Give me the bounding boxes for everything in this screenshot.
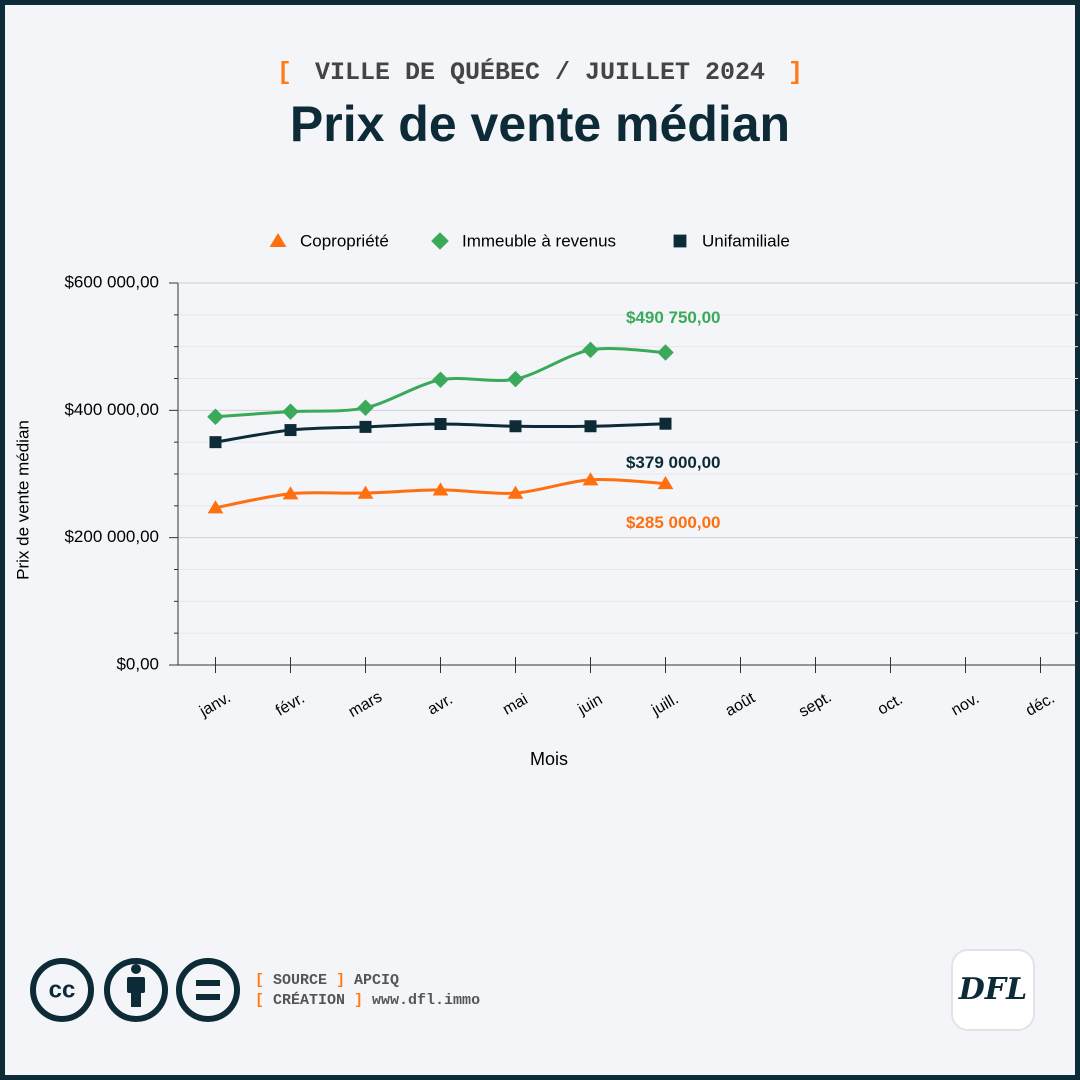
point-marker — [657, 476, 674, 490]
by-icon — [104, 958, 168, 1022]
point-marker — [507, 485, 524, 499]
point-marker — [432, 482, 449, 496]
bracket: [ — [255, 972, 264, 989]
point-marker — [207, 500, 224, 514]
legend-label: Unifamiliale — [702, 231, 790, 250]
cc-text: cc — [49, 976, 76, 1003]
point-marker — [357, 399, 374, 417]
cc-icon — [30, 958, 94, 1022]
kicker: [ VILLE DE QUÉBEC / JUILLET 2024 ] — [277, 57, 803, 87]
point-marker — [582, 472, 599, 486]
logo: DFL — [951, 949, 1035, 1031]
data-label: $490 750,00 — [626, 308, 721, 327]
background — [5, 5, 1075, 1075]
legend-label: Copropriété — [300, 231, 389, 250]
point-marker — [434, 418, 447, 431]
point-marker — [509, 420, 522, 433]
bracket: ] — [336, 972, 345, 989]
y-tick-label: $600 000,00 — [64, 272, 159, 291]
equals-icon — [196, 980, 220, 1000]
legend-marker — [269, 233, 287, 247]
credit-label: CRÉATION — [273, 991, 345, 1009]
y-tick-label: $400 000,00 — [64, 400, 159, 419]
bracket: ] — [354, 992, 363, 1009]
bracket: ] — [788, 58, 803, 87]
point-marker — [359, 420, 372, 433]
point-marker — [357, 485, 374, 499]
person-icon — [127, 964, 145, 1007]
credit-line: [ CRÉATION] www.dfl.immo — [255, 991, 480, 1009]
credits: [ SOURCE] APCIQ [ CRÉATION] www.dfl.immo — [255, 972, 480, 1009]
point-marker — [209, 436, 222, 449]
kicker-text: VILLE DE QUÉBEC / JUILLET 2024 — [315, 57, 765, 87]
credit-value: www.dfl.immo — [372, 992, 480, 1009]
point-marker — [659, 417, 672, 430]
point-marker — [282, 486, 299, 500]
legend-marker — [673, 234, 687, 248]
license-icons — [30, 958, 240, 1022]
legend-marker — [431, 232, 449, 250]
point-marker — [284, 424, 297, 437]
credit-label: SOURCE — [273, 972, 327, 989]
point-marker — [282, 403, 299, 420]
y-tick-label: $200 000,00 — [64, 527, 159, 546]
point-marker — [432, 371, 449, 389]
point-marker — [657, 344, 674, 361]
x-axis-label: Mois — [530, 749, 568, 769]
data-label: $285 000,00 — [626, 513, 721, 532]
credit-line: [ SOURCE] APCIQ — [255, 972, 399, 989]
point-marker — [582, 341, 599, 359]
bracket: [ — [255, 992, 264, 1009]
point-marker — [207, 408, 224, 425]
data-label: $379 000,00 — [626, 453, 721, 472]
logo-text: DFL — [958, 972, 1027, 1007]
y-axis-label: Prix de vente médian — [13, 420, 32, 580]
legend-label: Immeuble à revenus — [462, 231, 616, 250]
credit-value: APCIQ — [354, 972, 399, 989]
point-marker — [507, 370, 524, 388]
bracket: [ — [277, 58, 292, 87]
y-tick-label: $0,00 — [116, 654, 159, 673]
point-marker — [584, 420, 597, 433]
chart-title: Prix de vente médian — [290, 96, 790, 152]
nd-icon — [176, 958, 240, 1022]
